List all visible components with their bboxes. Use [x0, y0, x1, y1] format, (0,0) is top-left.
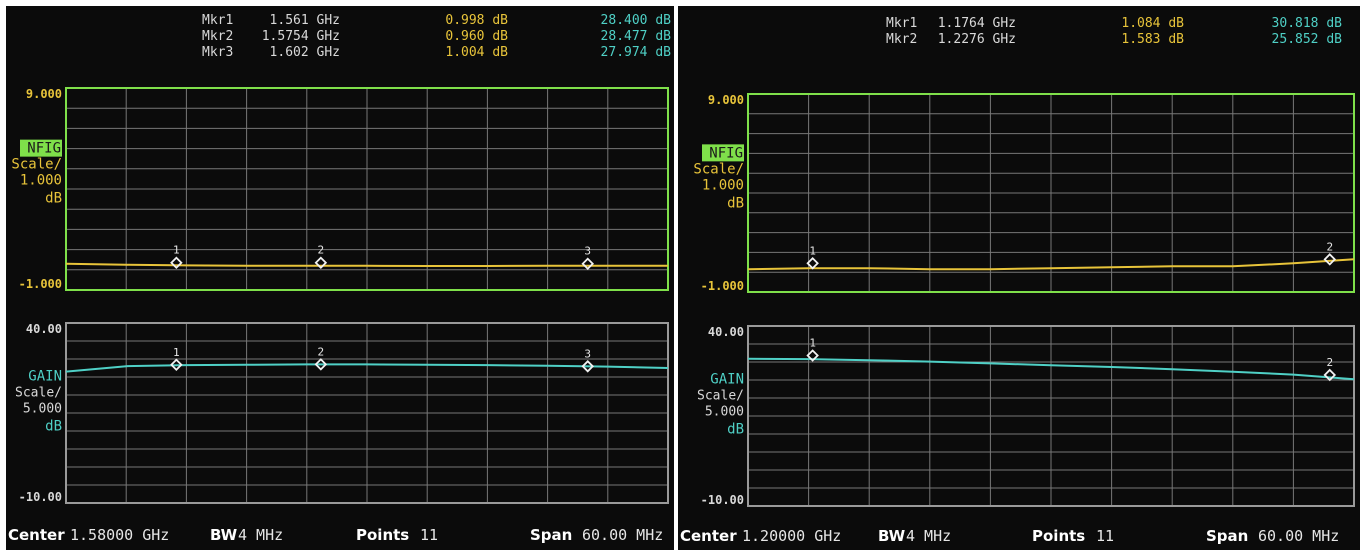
marker-frequency: 1.602 GHz	[270, 45, 340, 60]
gain-ytick-top: 40.00	[708, 325, 744, 339]
gain-axis-label: GAIN	[28, 369, 62, 385]
footer-points-label: Points	[356, 526, 409, 544]
gain-marker-label: 1	[809, 337, 816, 350]
marker-gain: 28.477 dB	[601, 29, 672, 44]
footer-center-value: 1.58000 GHz	[70, 526, 169, 544]
gain-marker-point	[1323, 368, 1337, 382]
analyzer-chart-right: Mkr1 1.1764 GHz 1.084 dB 30.818 dB Mkr2 1.227…	[680, 16, 1355, 545]
marker-noise-figure: 1.583 dB	[1121, 32, 1184, 47]
gain-marker-point	[314, 358, 328, 371]
gain-scale-value: 5.000	[23, 402, 62, 417]
nf-scale-value: 1.000	[20, 173, 62, 189]
nf-trace-line	[747, 258, 1355, 271]
gain-scale-unit: dB	[45, 419, 62, 435]
marker-frequency: 1.561 GHz	[270, 13, 340, 28]
marker-name: Mkr1	[886, 16, 917, 31]
nf-scale-value: 1.000	[702, 177, 744, 193]
nf-marker-point	[806, 257, 819, 270]
gain-marker-point	[581, 360, 595, 373]
gain-scale-value: 5.000	[705, 405, 744, 420]
gain-marker-point	[806, 349, 819, 362]
nf-axis-label: NFIG	[27, 141, 61, 157]
gain-scale-label: Scale/	[697, 389, 744, 404]
nf-marker-label: 3	[584, 245, 591, 258]
nf-label-highlight	[20, 139, 62, 157]
analyzer-screen-left: Mkr1 1.561 GHz 0.998 dB 28.400 dB Mkr2 1.5754…	[6, 6, 674, 550]
gain-marker-label: 3	[584, 347, 591, 360]
nf-ytick-bottom: -1.000	[701, 279, 744, 293]
nf-marker-point	[170, 256, 183, 270]
footer-span-value: 60.00 MHz	[582, 526, 663, 544]
nf-scale-label: Scale/	[693, 161, 744, 177]
gain-trace-line	[747, 357, 1355, 381]
nf-ytick-top: 9.000	[708, 93, 744, 107]
footer-center-label: Center	[8, 526, 65, 544]
gain-marker-label: 2	[318, 345, 325, 358]
footer-center-label: Center	[680, 527, 737, 545]
gain-plot-frame	[65, 322, 669, 504]
gain-marker-point	[170, 358, 183, 372]
nf-label-highlight	[702, 144, 744, 162]
footer-points-value: 11	[1096, 527, 1114, 545]
gain-ytick-bottom: -10.00	[701, 493, 744, 507]
gain-marker-label: 1	[173, 346, 180, 359]
footer-span-value: 60.00 MHz	[1258, 527, 1339, 545]
footer-bw-value: 4 MHz	[238, 526, 283, 544]
nf-ytick-top: 9.000	[26, 87, 62, 101]
footer-bw-label: BW	[210, 526, 238, 544]
footer-points-value: 11	[420, 526, 438, 544]
nf-scale-unit: dB	[45, 191, 62, 207]
marker-name: Mkr2	[886, 32, 917, 47]
marker-gain: 30.818 dB	[1272, 16, 1343, 31]
marker-name: Mkr3	[202, 45, 233, 60]
gain-ytick-top: 40.00	[26, 322, 62, 336]
footer-points-label: Points	[1032, 527, 1085, 545]
nf-marker-label: 2	[1326, 240, 1333, 253]
marker-gain: 28.400 dB	[601, 13, 672, 28]
analyzer-screen-right: Mkr1 1.1764 GHz 1.084 dB 30.818 dB Mkr2 1.227…	[678, 6, 1360, 550]
nf-axis-label: NFIG	[709, 145, 743, 161]
marker-noise-figure: 0.998 dB	[445, 13, 508, 28]
marker-frequency: 1.1764 GHz	[938, 16, 1016, 31]
nf-marker-point	[314, 256, 328, 270]
nf-marker-label: 1	[809, 244, 816, 257]
gain-marker-label: 2	[1326, 356, 1333, 369]
nf-marker-label: 1	[173, 244, 180, 257]
marker-noise-figure: 0.960 dB	[445, 29, 508, 44]
marker-frequency: 1.5754 GHz	[262, 29, 340, 44]
nf-scale-unit: dB	[727, 195, 744, 211]
marker-name: Mkr2	[202, 29, 233, 44]
gain-axis-label: GAIN	[710, 372, 744, 388]
gain-scale-label: Scale/	[15, 386, 62, 401]
nf-marker-point	[581, 257, 595, 271]
nf-plot-frame	[65, 87, 669, 291]
marker-frequency: 1.2276 GHz	[938, 32, 1016, 47]
gain-scale-unit: dB	[727, 422, 744, 438]
marker-gain: 27.974 dB	[601, 45, 672, 60]
nf-scale-label: Scale/	[11, 157, 62, 173]
marker-name: Mkr1	[202, 13, 233, 28]
footer-span-label: Span	[530, 526, 572, 544]
footer-span-label: Span	[1206, 527, 1248, 545]
nf-plot-frame	[747, 93, 1355, 293]
gain-ytick-bottom: -10.00	[19, 490, 62, 504]
footer-center-value: 1.20000 GHz	[742, 527, 841, 545]
nf-trace-line	[65, 262, 668, 267]
gain-trace-line	[65, 363, 669, 373]
marker-noise-figure: 1.004 dB	[445, 45, 508, 60]
marker-noise-figure: 1.084 dB	[1121, 16, 1184, 31]
gain-plot-frame	[747, 325, 1355, 507]
marker-gain: 25.852 dB	[1272, 32, 1343, 47]
footer-bw-value: 4 MHz	[906, 527, 951, 545]
nf-marker-point	[1323, 253, 1337, 266]
nf-ytick-bottom: -1.000	[19, 277, 62, 291]
footer-bw-label: BW	[878, 527, 906, 545]
nf-marker-label: 2	[318, 244, 325, 257]
analyzer-chart-left: Mkr1 1.561 GHz 0.998 dB 28.400 dB Mkr2 1.5754…	[8, 13, 672, 544]
